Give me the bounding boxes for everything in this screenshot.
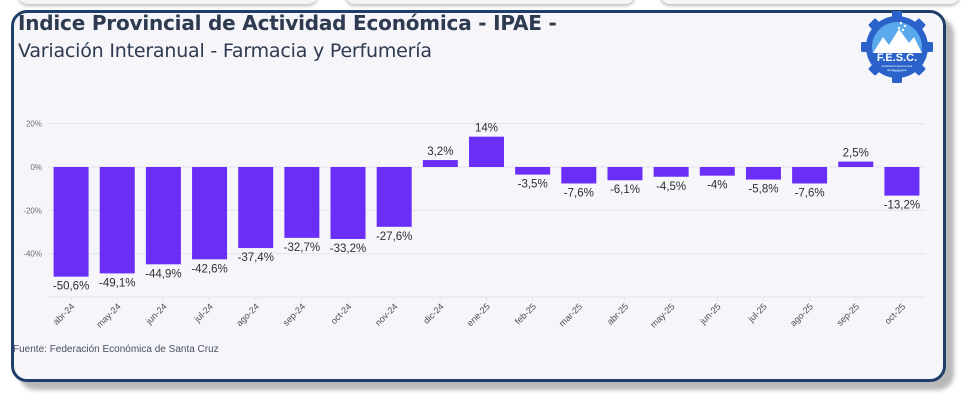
x-tick-label: oct-24 <box>329 301 354 326</box>
data-label: -33,2% <box>330 243 366 255</box>
y-tick-label: -20% <box>23 206 42 215</box>
bar-jul-24 <box>192 167 228 260</box>
x-tick-label: mar-25 <box>557 301 584 328</box>
data-label: -42,6% <box>191 263 227 275</box>
bar-dic-24 <box>422 160 458 167</box>
logo-caption-1: Federación Económica <box>882 64 913 68</box>
data-label: -32,7% <box>284 242 320 254</box>
x-tick-label: jul-24 <box>192 301 215 324</box>
x-tick-label: ene-25 <box>465 301 492 328</box>
logo-caption-2: de Santa Cruz <box>887 68 907 72</box>
x-tick-label: may-25 <box>648 301 676 329</box>
data-label: 2,5% <box>843 148 869 160</box>
bar-sep-24 <box>284 167 320 238</box>
x-tick-label: feb-25 <box>513 301 538 326</box>
logo-text: F.E.S.C. <box>877 52 917 64</box>
x-axis-ticks: abr-24 may-24 jun-24 jul-24 ago-24 sep-24 oct-… <box>51 297 907 330</box>
x-tick-label: ago-24 <box>234 301 261 328</box>
bar-abr-25 <box>607 167 643 181</box>
data-label: -37,4% <box>237 252 273 264</box>
data-label: 3,2% <box>427 146 453 158</box>
x-tick-label: may-24 <box>94 301 122 329</box>
bar-nov-24 <box>376 167 412 227</box>
data-label: -44,9% <box>145 268 181 280</box>
bar-may-25 <box>653 167 689 177</box>
x-tick-label: ago-25 <box>788 301 815 328</box>
fesc-logo-icon: F.E.S.C. Federación Económica de Santa C… <box>861 11 933 83</box>
bar-ago-24 <box>238 167 274 249</box>
bar-jul-25 <box>745 167 781 180</box>
data-label: -27,6% <box>376 231 412 243</box>
data-label: -50,6% <box>53 281 89 293</box>
source-note: Fuente: Federación Económica de Santa Cr… <box>13 344 219 355</box>
bar-may-24 <box>99 167 135 274</box>
chart-subtitle: Variación Interanual - Farmacia y Perfum… <box>18 40 432 62</box>
y-tick-label: 20% <box>26 120 42 129</box>
adjacent-card-3 <box>660 0 960 4</box>
adjacent-card-1 <box>18 0 318 4</box>
bar-sep-25 <box>838 161 874 167</box>
data-label: -3,5% <box>518 179 548 191</box>
data-label: -49,1% <box>99 277 135 289</box>
bar-oct-24 <box>330 167 366 239</box>
data-label: -13,2% <box>884 200 920 212</box>
x-tick-label: oct-25 <box>883 301 908 326</box>
chart-title: Índice Provincial de Actividad Económica… <box>18 11 557 35</box>
bar-oct-25 <box>884 167 920 196</box>
data-label: -7,6% <box>795 187 825 199</box>
bar-mar-25 <box>561 167 597 184</box>
x-tick-label: abr-25 <box>605 301 630 326</box>
data-label: -5,8% <box>748 184 778 196</box>
x-tick-label: sep-25 <box>835 301 862 328</box>
y-axis-ticks: 20% 0% -20% -40% <box>23 120 42 259</box>
x-tick-label: dic-24 <box>421 301 445 325</box>
bar-jun-24 <box>145 167 181 265</box>
data-label: -7,6% <box>564 187 594 199</box>
bars <box>53 136 920 277</box>
y-tick-label: 0% <box>30 163 42 172</box>
bar-abr-24 <box>53 167 89 277</box>
data-labels: -50,6% -49,1% -44,9% -42,6% -37,4% -32,7% -33,… <box>53 123 920 293</box>
x-tick-label: sep-24 <box>281 301 308 328</box>
x-tick-label: abr-24 <box>51 301 76 326</box>
data-label: 14% <box>475 123 498 135</box>
data-label: -6,1% <box>610 184 640 196</box>
bar-feb-25 <box>515 167 551 175</box>
mountain-icon <box>873 29 922 53</box>
x-tick-label: jun-25 <box>697 301 722 326</box>
x-tick-label: jul-25 <box>746 301 769 324</box>
data-label: -4% <box>707 180 727 192</box>
x-tick-label: nov-24 <box>373 301 400 328</box>
x-tick-label: jun-24 <box>143 301 168 326</box>
data-label: -4,5% <box>656 181 686 193</box>
adjacent-card-2 <box>345 0 635 4</box>
bar-jun-25 <box>699 167 735 176</box>
y-tick-label: -40% <box>23 250 42 259</box>
bar-ago-25 <box>792 167 828 184</box>
bar-ene-25 <box>469 136 504 167</box>
